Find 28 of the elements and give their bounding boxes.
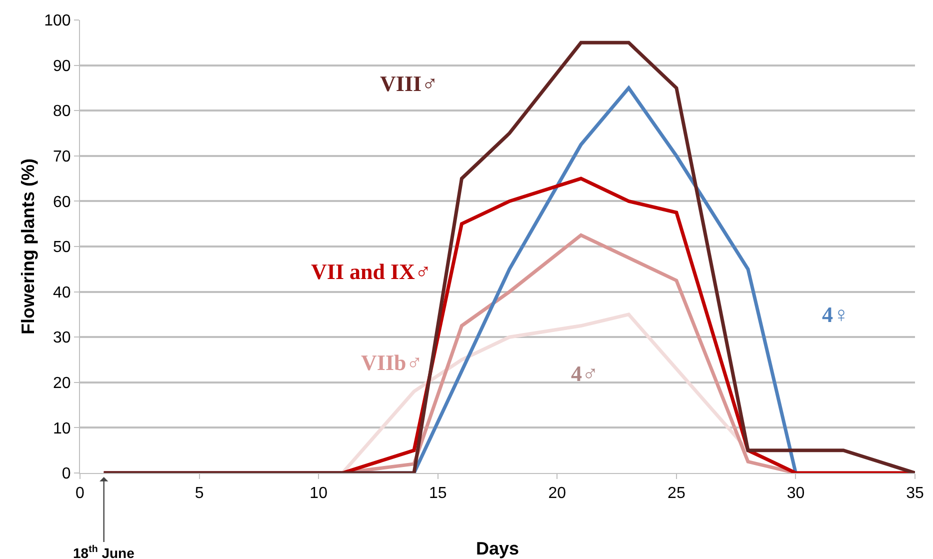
y-tick-label: 40 [53,284,71,302]
text: VIII♂ [380,71,438,96]
y-tick-label: 30 [53,330,71,347]
y-tick-label: 100 [44,12,71,30]
y-tick-label: 90 [53,58,71,75]
series-label: VIIb♂ [361,350,423,375]
x-tick-label: 25 [668,485,686,502]
x-tick-label: 30 [786,485,805,502]
x-tick-label: 20 [548,485,566,502]
series-label: VII and IX♂ [311,259,432,284]
y-tick-label: 10 [53,420,71,438]
series-label: 4♂ [571,361,598,386]
y-axis-title: Flowering plants (%) [18,158,38,335]
x-tick-label: 35 [906,485,924,502]
y-tick-label: 80 [53,103,71,120]
x-tick-label: 15 [428,485,447,502]
y-tick-label: 60 [53,194,71,211]
line-series [102,40,915,473]
x-tick-label: 0 [76,485,85,502]
x-tick-label: 5 [194,485,204,502]
annotation: 18$^{th}$ June [73,544,135,559]
x-tick-label: 10 [310,485,328,502]
y-tick-label: 20 [53,375,71,392]
x-axis-title: Days [476,538,520,558]
text: 4♀ [822,302,850,327]
y-tick-label: 50 [53,239,71,256]
y-tick-label: 0 [62,466,71,483]
y-tick-label: 70 [53,148,71,166]
